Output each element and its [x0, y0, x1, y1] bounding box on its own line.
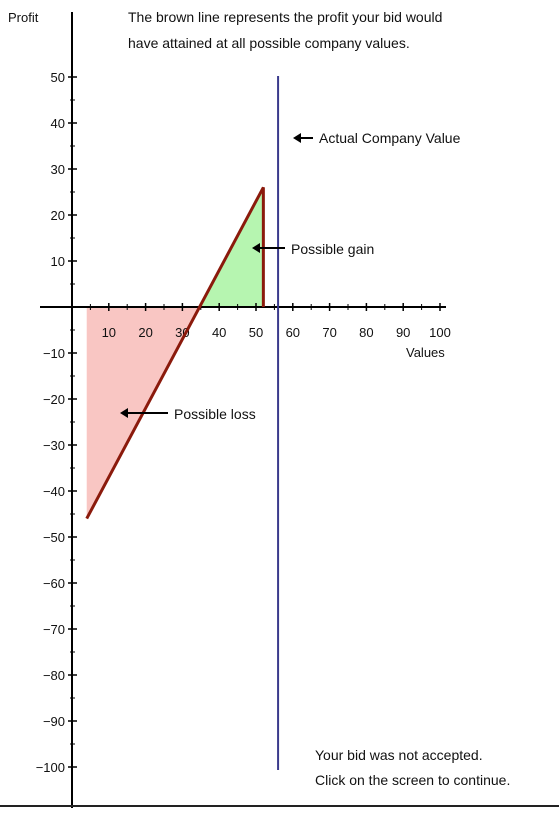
- loss-arrow-arrowhead-icon: [120, 408, 128, 418]
- y-tick-label: −70: [43, 622, 65, 637]
- y-tick-label: −20: [43, 392, 65, 407]
- y-tick-label: 40: [51, 116, 65, 131]
- gain-arrow-arrowhead-icon: [252, 243, 260, 253]
- x-tick-label: 10: [102, 325, 116, 340]
- y-tick-label: −80: [43, 668, 65, 683]
- x-tick-label: 30: [175, 325, 189, 340]
- y-tick-label: −10: [43, 346, 65, 361]
- y-tick-label: 10: [51, 254, 65, 269]
- y-tick-label: −50: [43, 530, 65, 545]
- y-tick-label: 30: [51, 162, 65, 177]
- y-tick-label: −100: [36, 760, 65, 775]
- annotation-possible-gain: Possible gain: [291, 241, 374, 257]
- y-tick-label: −60: [43, 576, 65, 591]
- y-tick-label: 20: [51, 208, 65, 223]
- x-tick-label: 60: [286, 325, 300, 340]
- x-axis-label: Values: [406, 345, 445, 360]
- status-line-1: Your bid was not accepted.: [315, 747, 483, 763]
- status-line-2: Click on the screen to continue.: [315, 772, 510, 788]
- x-tick-label: 50: [249, 325, 263, 340]
- y-tick-label: −40: [43, 484, 65, 499]
- x-tick-label: 80: [359, 325, 373, 340]
- profit-line: [85, 186, 265, 520]
- description-line-2: have attained at all possible company va…: [128, 35, 410, 51]
- annotation-possible-loss: Possible loss: [174, 406, 256, 422]
- annotation-actual-value: Actual Company Value: [319, 130, 461, 146]
- x-tick-label: 40: [212, 325, 226, 340]
- x-tick-label: 100: [429, 325, 451, 340]
- bottom-divider: [0, 805, 559, 807]
- actual-value-arrow-arrowhead-icon: [293, 133, 301, 143]
- y-tick-label: 50: [51, 70, 65, 85]
- y-tick-label: −30: [43, 438, 65, 453]
- y-axis-label: Profit: [8, 10, 39, 25]
- x-tick-label: 20: [138, 325, 152, 340]
- x-tick-label: 90: [396, 325, 410, 340]
- y-tick-label: −90: [43, 714, 65, 729]
- x-tick-label: 70: [322, 325, 336, 340]
- description-line-1: The brown line represents the profit you…: [128, 9, 442, 25]
